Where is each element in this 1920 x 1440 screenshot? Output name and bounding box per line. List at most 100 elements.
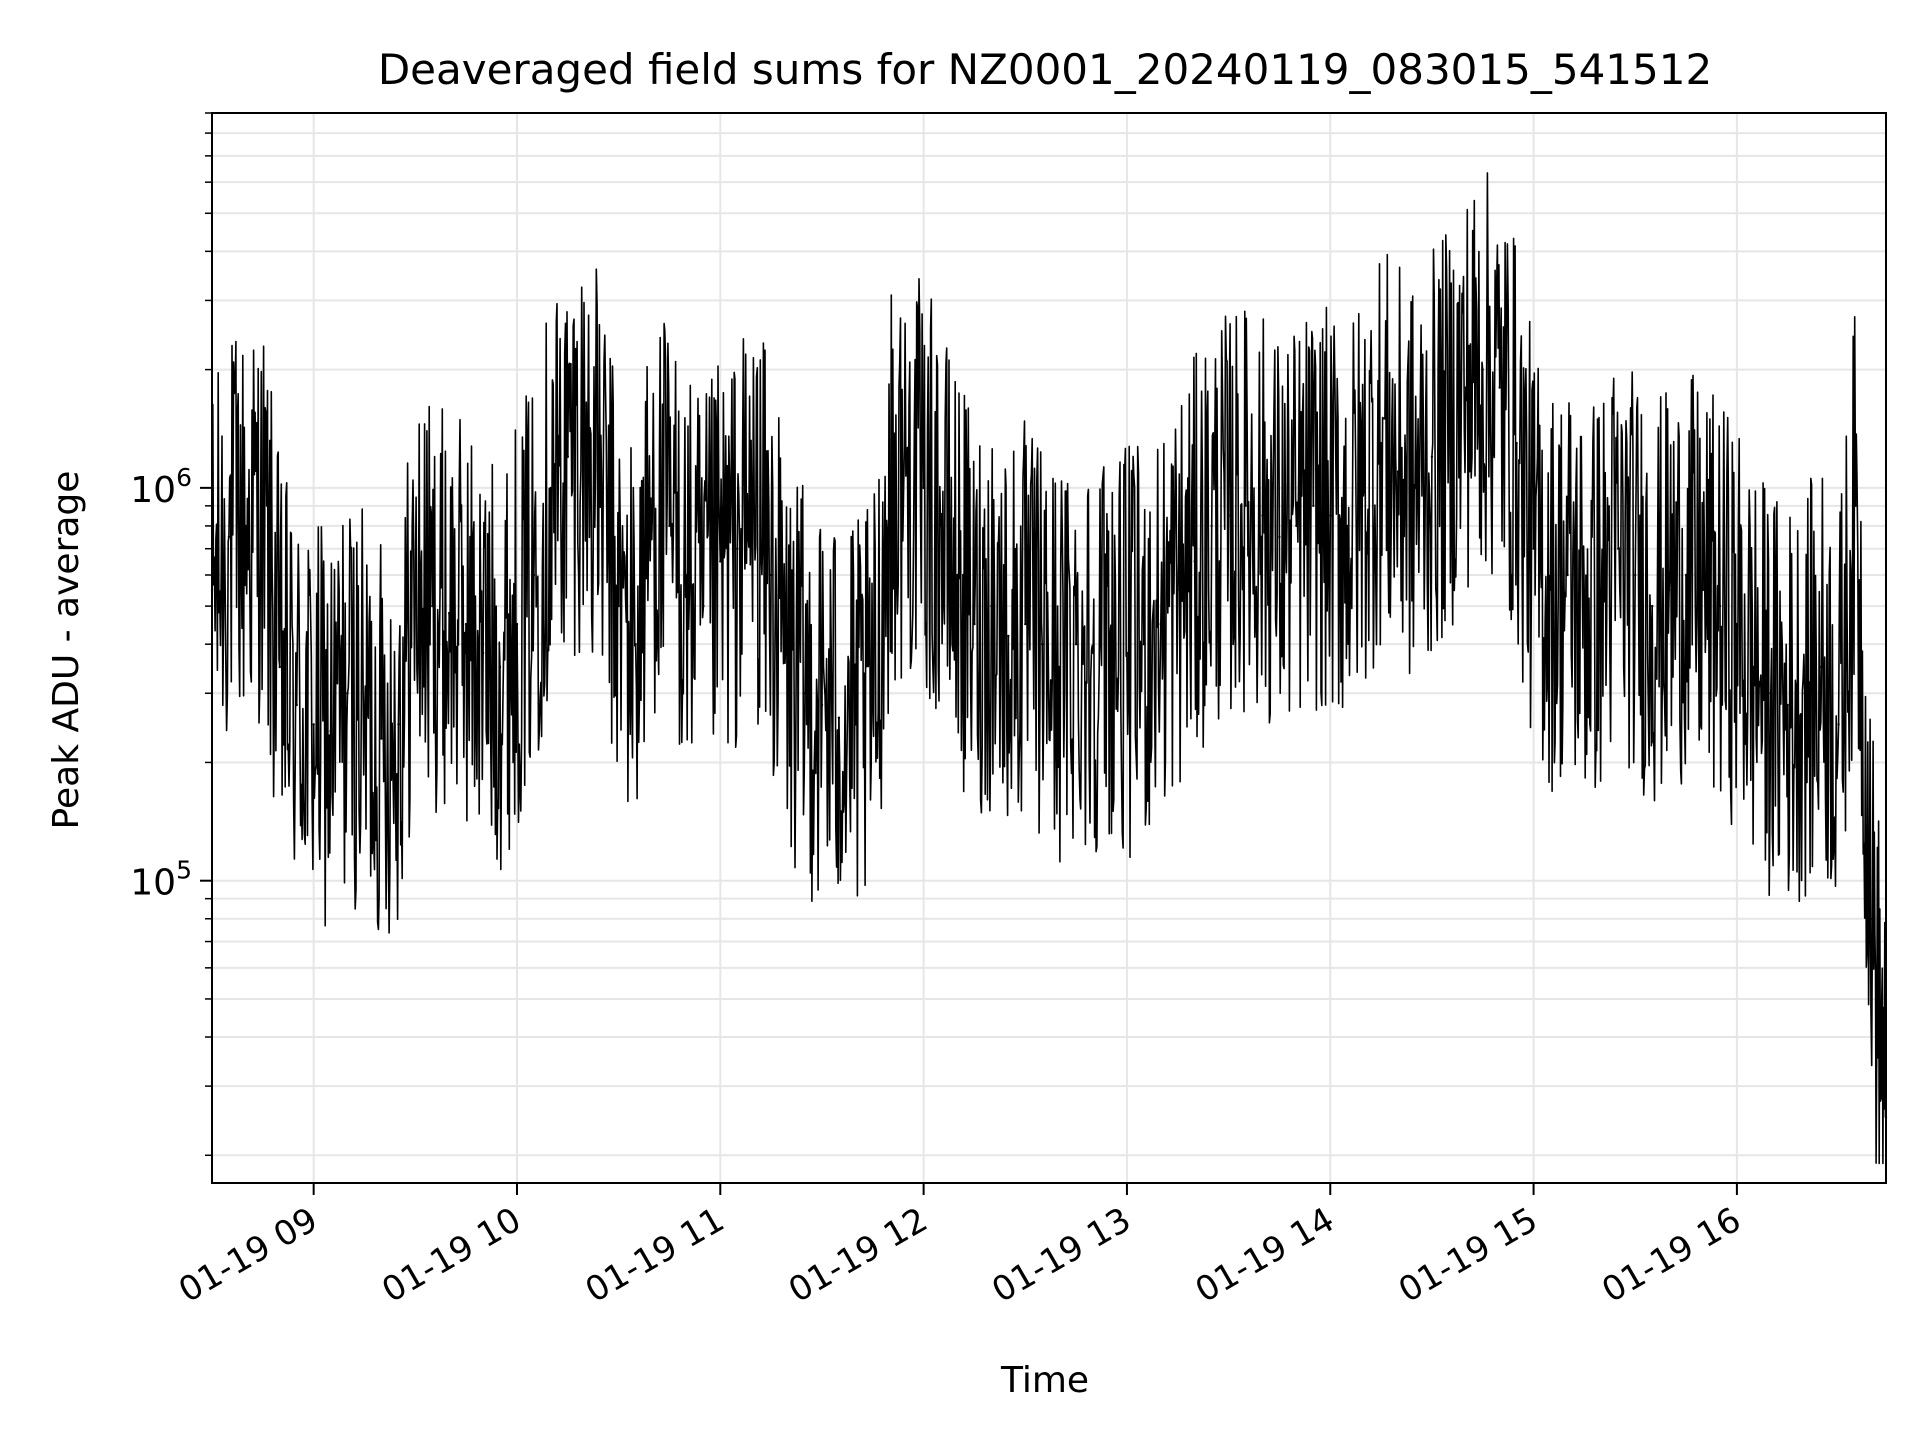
series-segment <box>1719 411 1738 826</box>
series-segment <box>1329 325 1348 709</box>
series-point <box>753 504 756 507</box>
series-segment <box>753 342 772 725</box>
series-point <box>346 692 349 695</box>
series-point <box>1803 692 1806 695</box>
series-point <box>1820 665 1823 669</box>
series-segment <box>1244 317 1264 704</box>
x-tick-label: 01-19 13 <box>985 1200 1137 1311</box>
series-point <box>329 730 332 733</box>
series-point <box>871 710 874 713</box>
series-segment <box>516 395 535 823</box>
series-segment <box>1210 315 1230 720</box>
series-point <box>1854 504 1857 507</box>
series-segment <box>1498 237 1518 621</box>
series-point <box>668 524 671 528</box>
series-point <box>939 524 942 528</box>
series-point <box>820 703 824 707</box>
series-segment <box>1600 377 1620 743</box>
x-axis-label: Time <box>1000 1360 1089 1401</box>
series-point <box>244 524 248 528</box>
series-point <box>481 651 485 655</box>
series-point <box>515 622 519 626</box>
series-segment <box>1431 234 1450 642</box>
series-segment <box>279 482 298 860</box>
series-segment <box>533 322 552 751</box>
series-segment <box>1566 402 1586 766</box>
series-point <box>1024 622 1027 626</box>
series-point <box>397 723 400 726</box>
series-point <box>380 737 383 740</box>
series-segment <box>668 360 688 745</box>
series-segment <box>1481 172 1501 575</box>
series-segment <box>1092 466 1111 853</box>
series-point <box>1549 588 1552 592</box>
series-point <box>1091 651 1095 655</box>
series-segment <box>1532 367 1552 783</box>
series-segment <box>1160 428 1179 797</box>
series-segment <box>1685 374 1704 741</box>
series-point <box>1600 588 1603 592</box>
series-point <box>634 643 637 646</box>
series-point <box>600 486 603 490</box>
series-segment <box>1312 306 1332 711</box>
series-point <box>1108 634 1112 638</box>
series-segment <box>1617 371 1636 769</box>
series-point <box>1210 524 1213 528</box>
series-point <box>1244 504 1247 507</box>
series-point <box>1583 604 1586 608</box>
series-segment <box>1380 253 1399 618</box>
series-segment <box>1549 402 1569 792</box>
series-segment <box>245 349 264 724</box>
series-point <box>702 604 705 608</box>
series-point <box>1261 514 1264 517</box>
series-point <box>414 588 417 592</box>
series-segment <box>1837 316 1857 832</box>
series-point <box>1464 386 1468 389</box>
series-segment <box>872 383 891 810</box>
x-tick-label: 01-19 14 <box>1189 1200 1341 1311</box>
series-point <box>685 573 688 577</box>
y-tick-label: 105 <box>130 856 192 904</box>
series-segment <box>804 528 823 902</box>
series-point <box>1379 441 1383 445</box>
series-segment <box>1126 445 1145 859</box>
series-segment <box>1871 740 1887 1165</box>
series-point <box>1786 703 1789 707</box>
series-segment <box>1414 324 1433 652</box>
series-segment <box>1058 480 1077 863</box>
series-segment <box>1143 448 1162 826</box>
series-segment <box>1515 320 1535 729</box>
series-point <box>1718 604 1722 608</box>
x-tick-label: 01-19 16 <box>1595 1200 1747 1311</box>
series-point <box>1769 692 1773 695</box>
series-segment <box>651 322 671 714</box>
series-point <box>1447 429 1451 432</box>
series-point <box>905 470 908 473</box>
series-point <box>1159 622 1163 626</box>
series-segment <box>1803 477 1823 897</box>
series-segment <box>363 544 383 931</box>
series-line <box>210 172 1888 1165</box>
series-segment <box>1465 199 1484 588</box>
series-segment <box>719 371 738 748</box>
series-segment <box>1702 394 1721 788</box>
series-point <box>1346 524 1349 528</box>
series-point <box>1515 441 1518 445</box>
series-point <box>1007 634 1010 638</box>
series-point <box>1362 486 1366 490</box>
series-segment <box>1651 392 1670 802</box>
chart-title: Deaveraged field sums for NZ0001_2024011… <box>378 45 1712 94</box>
series-segment <box>888 294 908 681</box>
series-point <box>1498 386 1501 389</box>
series-segment <box>1448 249 1467 626</box>
series-point <box>1295 524 1298 528</box>
series-point <box>786 665 790 669</box>
series-point <box>1074 643 1078 646</box>
x-tick-label: 01-19 12 <box>782 1200 934 1311</box>
series-point <box>1125 651 1129 655</box>
series-segment <box>414 405 434 778</box>
series-point <box>1651 604 1654 608</box>
series-segment <box>1820 477 1840 887</box>
